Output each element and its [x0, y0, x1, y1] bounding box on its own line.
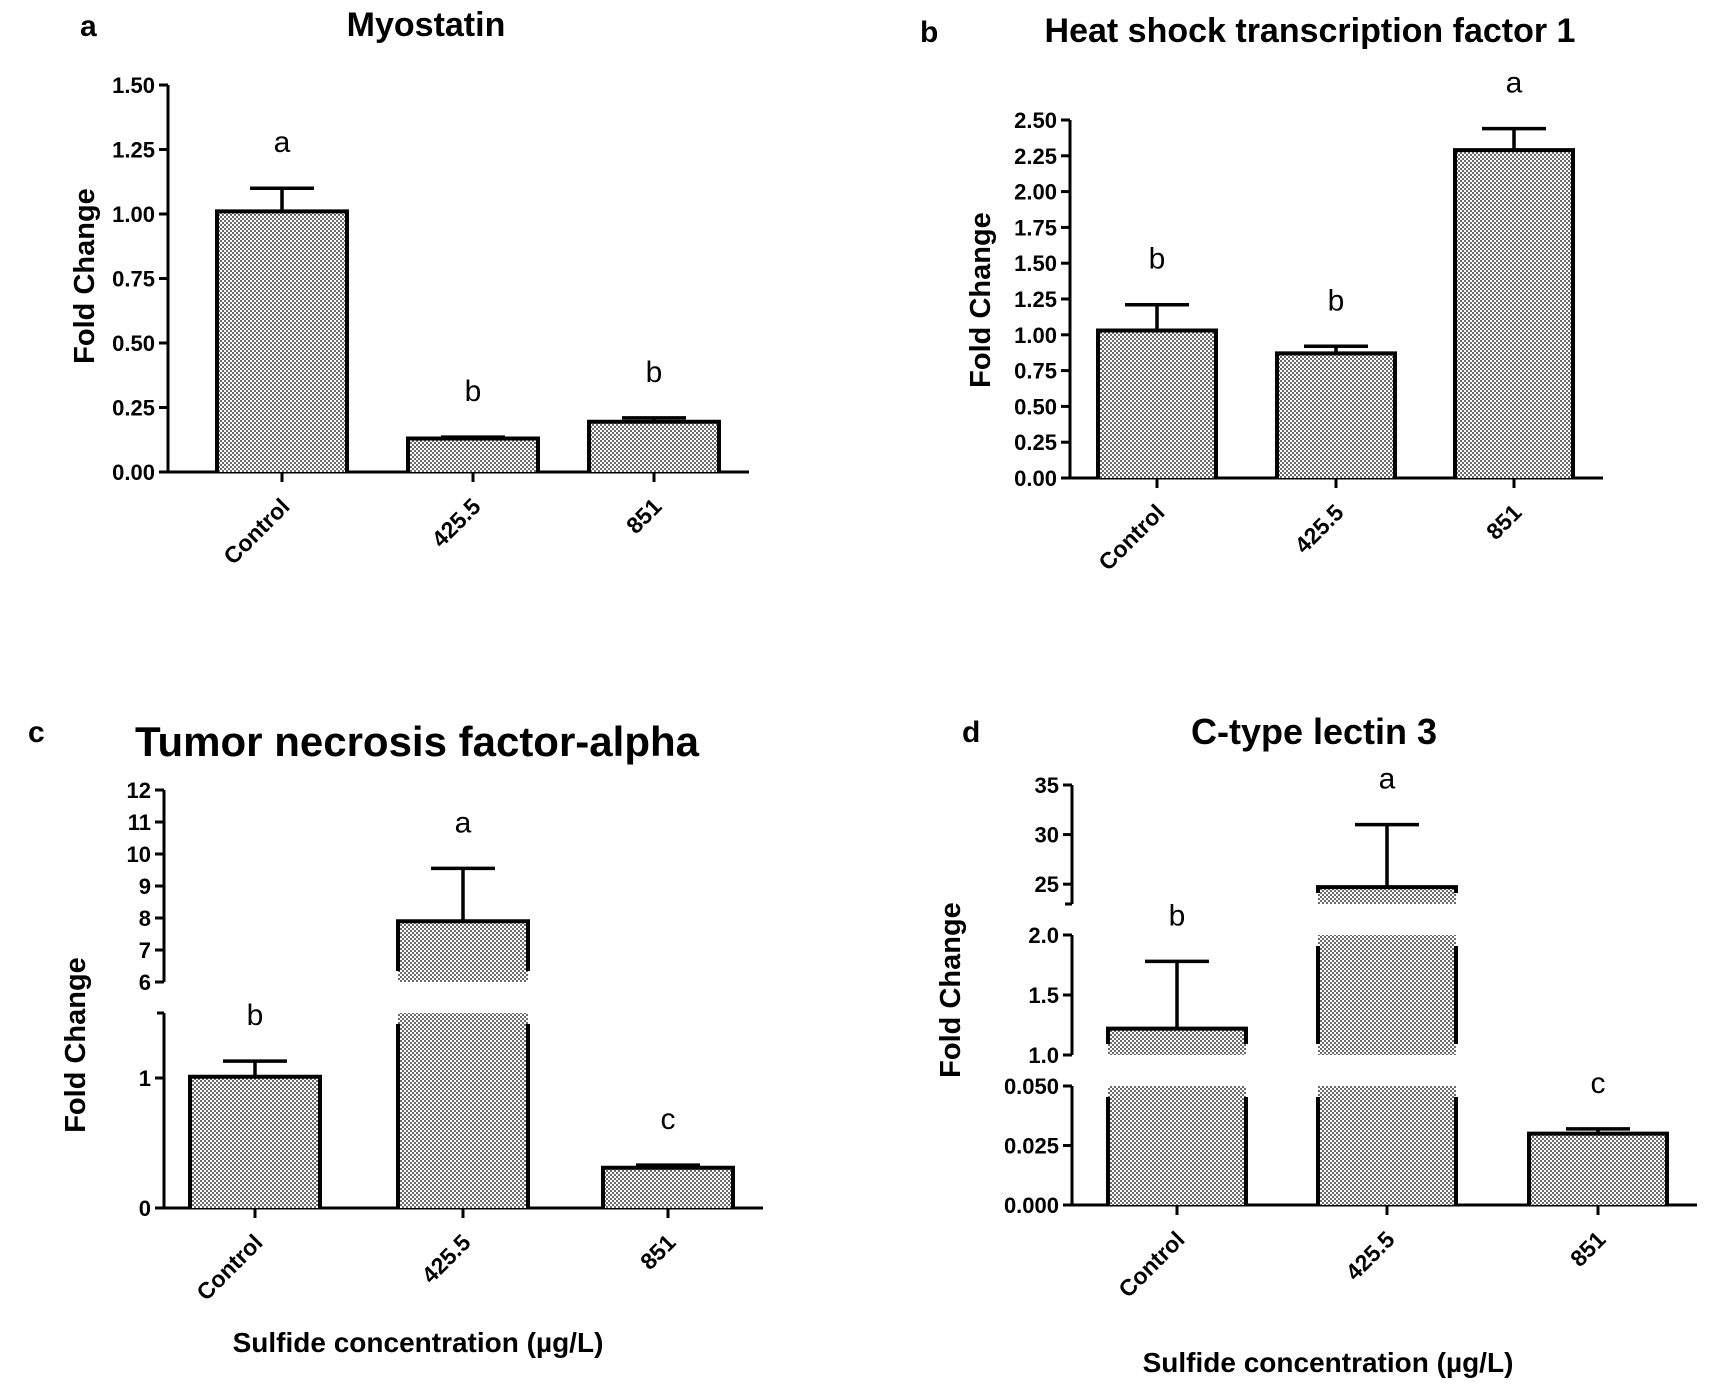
y-tick-label: 10 — [127, 842, 151, 867]
x-axis-label: Sulfide concentration (µg/L) — [233, 1327, 604, 1358]
y-tick-label: 1.5 — [1028, 983, 1059, 1008]
chart-title: C-type lectin 3 — [1191, 711, 1437, 752]
panel-letter: c — [28, 716, 45, 749]
bar-gap — [1105, 1055, 1249, 1086]
bar-gap — [395, 982, 531, 1013]
y-tick-label: 12 — [127, 778, 151, 803]
bar-fill — [589, 421, 719, 472]
significance-letter: b — [1169, 899, 1186, 932]
significance-letter: b — [1149, 243, 1166, 276]
y-tick-label: 0.000 — [1004, 1193, 1059, 1218]
x-tick-label: 851 — [621, 493, 667, 539]
chart-title: Myostatin — [347, 6, 506, 44]
bar-fill — [398, 1013, 528, 1208]
significance-letter: b — [247, 999, 264, 1032]
y-tick-label: 0.25 — [112, 396, 155, 421]
y-tick-label: 2.0 — [1028, 923, 1059, 948]
y-axis-label: Fold Change — [965, 212, 997, 388]
y-tick-label: 1.25 — [112, 138, 155, 163]
y-tick-label: 0.050 — [1004, 1074, 1059, 1099]
y-tick-label: 1.25 — [1014, 287, 1057, 312]
y-axis-label: Fold Change — [935, 902, 967, 1078]
y-tick-label: 1.0 — [1028, 1043, 1059, 1068]
x-tick-label: 425.5 — [1289, 499, 1348, 558]
x-tick-label: Control — [1113, 1226, 1189, 1302]
y-tick-label: 0.50 — [1014, 394, 1057, 419]
y-tick-label: 6 — [139, 970, 151, 995]
bar-fill — [1318, 1086, 1456, 1205]
bar-fill — [1455, 150, 1573, 478]
x-tick-label: Control — [1093, 499, 1169, 575]
y-tick-label: 0.00 — [1014, 466, 1057, 491]
bar-fill — [398, 921, 528, 982]
significance-letter: a — [455, 806, 472, 839]
bar-fill — [1277, 353, 1395, 478]
bar-fill — [1108, 1028, 1246, 1055]
significance-letter: a — [1379, 763, 1396, 796]
bar-fill — [1318, 887, 1456, 904]
y-tick-label: 11 — [128, 810, 151, 835]
y-tick-label: 0.75 — [112, 267, 155, 292]
y-tick-label: 1 — [139, 1066, 151, 1091]
x-axis-label: Sulfide concentration (µg/L) — [1143, 1347, 1514, 1378]
x-tick-label: Control — [191, 1229, 267, 1305]
x-tick-label: 851 — [635, 1229, 681, 1275]
x-tick-label: 425.5 — [426, 493, 485, 552]
x-tick-label: Control — [218, 493, 294, 569]
y-tick-label: 0.25 — [1014, 430, 1057, 455]
chart-title: Heat shock transcription factor 1 — [1045, 12, 1576, 50]
bar-gap — [1315, 1055, 1459, 1086]
x-tick-label: 851 — [1565, 1226, 1611, 1272]
y-tick-label: 0.00 — [112, 460, 155, 485]
bar-fill — [1108, 1086, 1246, 1205]
bar-fill — [1529, 1133, 1667, 1205]
bar-fill — [603, 1167, 733, 1208]
panel-letter: d — [962, 716, 980, 749]
y-tick-label: 1.00 — [112, 202, 155, 227]
bar-fill — [1098, 330, 1216, 478]
y-tick-label: 25 — [1035, 872, 1059, 897]
significance-letter: a — [1506, 67, 1523, 100]
chart-layer: a Myostatin Fold Change 0.00 0.25 0.50 0.75 1.0… — [28, 6, 1697, 1378]
x-tick-label: 425.5 — [1340, 1226, 1399, 1285]
y-tick-label: 1.75 — [1014, 215, 1057, 240]
y-tick-label: 35 — [1035, 773, 1059, 798]
y-tick-label: 2.25 — [1014, 144, 1057, 169]
x-tick-label: 425.5 — [416, 1229, 475, 1288]
bar — [1316, 885, 1458, 1205]
significance-letter: c — [1591, 1067, 1606, 1100]
y-tick-label: 1.50 — [1014, 251, 1057, 276]
y-tick-label: 7 — [139, 938, 151, 963]
y-axis-label: Fold Change — [69, 188, 101, 364]
bar-fill — [408, 438, 538, 472]
y-axis-label: Fold Change — [60, 957, 92, 1133]
significance-letter: a — [274, 126, 291, 159]
y-tick-label: 1.50 — [112, 73, 155, 98]
significance-letter: b — [1328, 284, 1345, 317]
y-tick-label: 8 — [139, 906, 151, 931]
y-tick-label: 1.00 — [1014, 323, 1057, 348]
y-tick-label: 0.75 — [1014, 359, 1057, 384]
bar-fill — [190, 1076, 320, 1208]
y-tick-label: 0.025 — [1004, 1134, 1059, 1159]
panel-letter: a — [80, 10, 97, 43]
y-tick-label: 0 — [139, 1196, 151, 1221]
y-tick-label: 9 — [139, 874, 151, 899]
y-tick-label: 0.50 — [112, 331, 155, 356]
significance-letter: b — [465, 375, 482, 408]
x-tick-label: 851 — [1481, 499, 1527, 545]
bar-fill — [217, 211, 347, 473]
bar-fill — [1318, 935, 1456, 1055]
y-tick-label: 2.50 — [1014, 108, 1057, 133]
y-tick-label: 30 — [1035, 823, 1059, 848]
panel-letter: b — [920, 16, 938, 49]
significance-letter: b — [646, 356, 663, 389]
chart-title: Tumor necrosis factor-alpha — [135, 718, 700, 765]
bar-gap — [1315, 904, 1459, 935]
significance-letter: c — [661, 1103, 676, 1136]
y-tick-label: 2.00 — [1014, 180, 1057, 205]
